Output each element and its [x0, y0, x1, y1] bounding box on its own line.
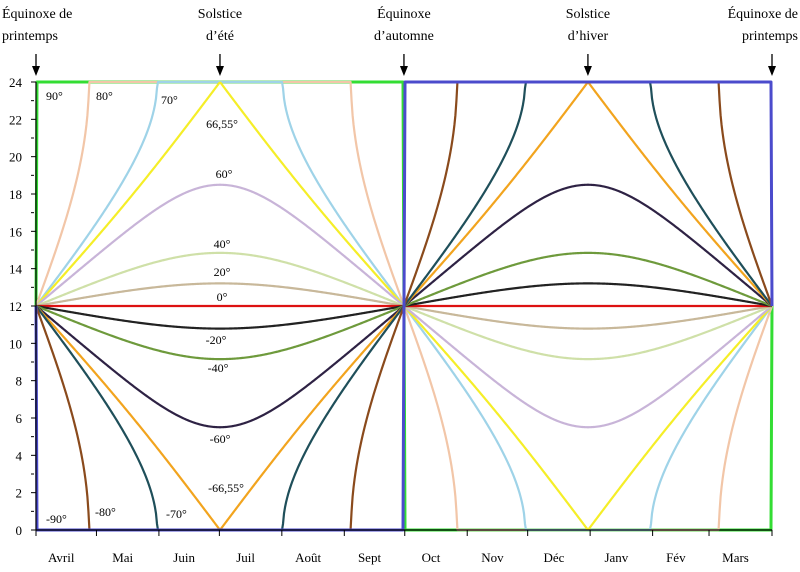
y-tick-label: 0 [16, 523, 23, 538]
series-label: -40° [208, 361, 229, 375]
month-label: Juin [173, 550, 195, 565]
series-label: -70° [166, 507, 187, 521]
event-arrow-head [215, 66, 224, 76]
series-label: 70° [161, 93, 178, 107]
series-label: -20° [206, 333, 227, 347]
y-tick-label: 24 [9, 75, 23, 90]
event-label: printemps [2, 29, 58, 44]
month-label: Août [295, 550, 321, 565]
event-labels-layer: Équinoxe de printemps Solstice d’été Équinox… [2, 5, 798, 76]
series-label: 40° [214, 237, 231, 251]
series-label: 66,55° [206, 117, 238, 131]
month-label: Juil [236, 550, 255, 565]
series-label: 20° [214, 265, 231, 279]
y-tick-label: 4 [16, 448, 23, 463]
series-label: -90° [46, 512, 67, 526]
curve-labels-layer: 90° 80° 70° 66,55° 60° 40° 20° 0° -20° -40° -60° -6… [46, 89, 244, 526]
y-tick-label: 12 [9, 299, 22, 314]
month-label: Mai [112, 550, 133, 565]
event-label: Solstice [566, 7, 610, 22]
curves-layer [34, 80, 774, 532]
y-tick-label: 14 [9, 262, 23, 277]
event-arrow-head [399, 66, 408, 76]
series-label: -60° [210, 432, 231, 446]
month-label: Fév [666, 550, 686, 565]
y-tick-label: 10 [9, 336, 22, 351]
series-label: -66,55° [208, 481, 244, 495]
event-label: d’été [206, 29, 234, 44]
event-label: d’automne [374, 29, 434, 44]
series-label: 90° [46, 89, 63, 103]
month-label: Janv [604, 550, 628, 565]
y-tick-label: 20 [9, 150, 22, 165]
event-label: printemps [742, 29, 798, 44]
month-label: Avril [48, 550, 75, 565]
y-tick-label: 2 [16, 486, 23, 501]
month-labels-layer: Avril Mai Juin Juil Août Sept Oct Nov Déc Janv Fév… [35, 530, 773, 565]
series-label: 60° [216, 167, 233, 181]
month-label: Mars [722, 550, 749, 565]
event-arrow-head [32, 66, 40, 76]
series-label: 80° [96, 89, 113, 103]
event-label: d’hiver [568, 29, 609, 44]
event-arrow-head [583, 66, 592, 76]
month-label: Déc [543, 550, 564, 565]
month-label: Sept [358, 550, 382, 565]
y-tick-label: 8 [16, 374, 23, 389]
event-label: Équinoxe de [2, 5, 72, 22]
event-label: Équinoxe [377, 5, 431, 22]
event-label: Équinoxe de [728, 5, 798, 22]
y-tick-label: 6 [16, 411, 23, 426]
y-tick-label: 16 [9, 224, 23, 239]
series-label: 0° [217, 290, 228, 304]
series-label: -80° [95, 505, 116, 519]
event-arrow-head [768, 66, 776, 76]
event-label: Solstice [198, 7, 242, 22]
y-tick-label: 18 [9, 187, 22, 202]
y-tick-label: 22 [9, 112, 22, 127]
month-label: Nov [481, 550, 504, 565]
month-label: Oct [422, 550, 441, 565]
